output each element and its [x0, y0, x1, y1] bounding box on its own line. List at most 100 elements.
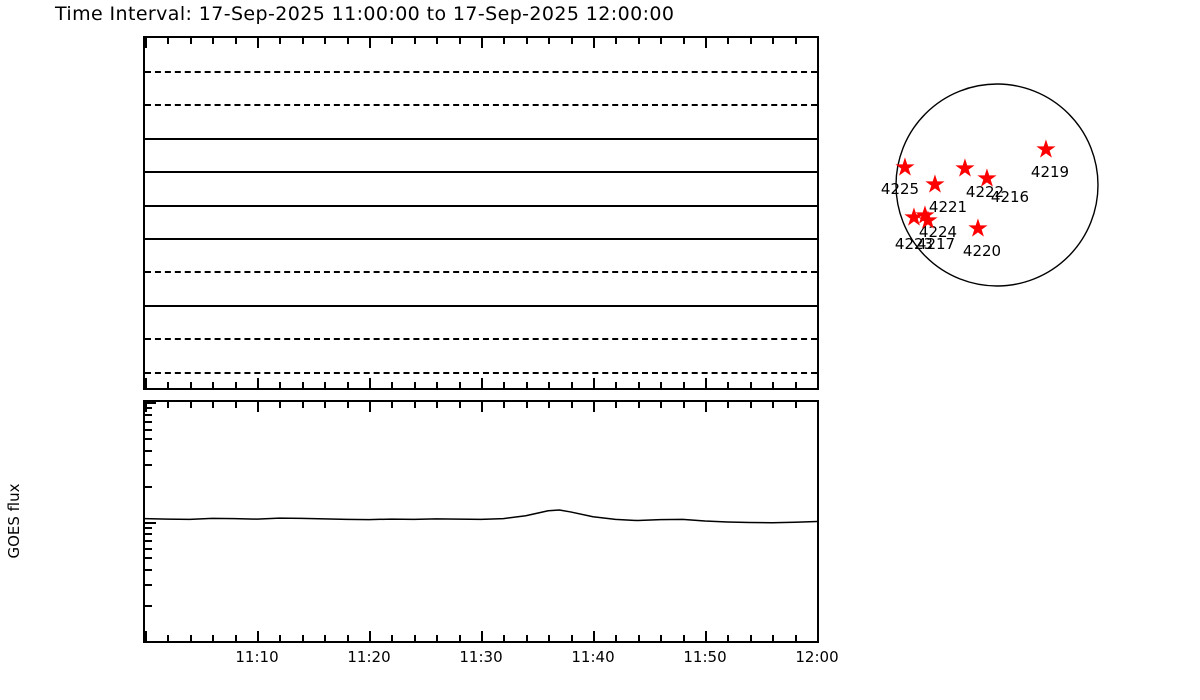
x-tick-bottom — [525, 382, 528, 388]
x-tick-bottom — [167, 382, 170, 388]
x-tick-bottom — [279, 635, 282, 641]
active-region-label-4222: 4222 — [965, 183, 1005, 201]
filter-line-al_med — [145, 137, 817, 140]
x-tick-bottom — [637, 382, 640, 388]
x-tick-bottom — [682, 382, 685, 388]
y-tick — [145, 526, 152, 529]
x-tick-bottom — [615, 635, 618, 641]
active-region-star-4225: ★ — [893, 152, 917, 182]
x-tick-bottom — [391, 382, 394, 388]
y-tick — [145, 583, 152, 586]
x-tick-bottom — [145, 378, 147, 388]
x-tick-bottom — [548, 635, 551, 641]
x-tick-bottom — [189, 635, 192, 641]
x-tick-bottom — [145, 631, 147, 641]
x-tick-top — [212, 402, 215, 408]
y-tick — [145, 407, 152, 410]
flux-x-label-1200: 12:00 — [795, 648, 839, 666]
y-tick — [145, 548, 152, 550]
y-tick — [145, 428, 152, 431]
flux-x-label-1120: 11:20 — [347, 648, 391, 666]
x-tick-top — [727, 38, 730, 44]
x-tick-top — [727, 402, 730, 408]
x-tick-bottom — [548, 382, 551, 388]
x-tick-top — [257, 402, 259, 412]
flux-x-label-1110: 11:10 — [235, 648, 279, 666]
filter-line-ti_poly — [145, 271, 817, 274]
y-tick — [145, 413, 152, 416]
x-tick-top — [705, 38, 707, 48]
active-region-star-4224: ★ — [902, 202, 926, 232]
x-tick-bottom — [727, 382, 730, 388]
x-tick-bottom — [301, 635, 304, 641]
x-tick-bottom — [189, 382, 192, 388]
x-tick-top — [705, 402, 707, 412]
flux-x-label-1150: 11:50 — [683, 648, 727, 666]
x-tick-top — [548, 38, 551, 44]
x-tick-bottom — [660, 382, 663, 388]
active-region-label-4221: 4221 — [928, 198, 968, 216]
active-region-label-4220: 4220 — [962, 242, 1002, 260]
y-tick — [145, 485, 152, 488]
x-tick-top — [279, 402, 282, 408]
x-tick-top — [346, 38, 349, 44]
x-tick-top — [481, 38, 483, 48]
solar-disk-panel: ★ 4225 ★ 4221 ★ 4222 ★ 4216 ★ 4219 ★ 4224 ★ 4223 ★ 4217… — [860, 60, 1140, 320]
x-tick-bottom — [458, 635, 461, 641]
y-tick — [145, 521, 156, 524]
x-tick-top — [794, 402, 797, 408]
x-tick-top — [458, 38, 461, 44]
filter-line-be_thin — [145, 204, 817, 207]
x-tick-top — [212, 38, 215, 44]
y-tick — [145, 437, 152, 440]
active-region-star-4222: ★ — [953, 153, 977, 183]
x-tick-top — [391, 402, 394, 408]
x-tick-bottom — [817, 378, 819, 388]
x-tick-top — [369, 38, 371, 48]
x-tick-top — [436, 402, 439, 408]
x-tick-top — [145, 402, 147, 412]
x-tick-top — [660, 402, 663, 408]
x-tick-bottom — [637, 635, 640, 641]
x-tick-top — [301, 38, 304, 44]
active-region-label-4223: 4223 — [894, 235, 934, 253]
x-tick-top — [817, 402, 819, 412]
x-tick-bottom — [369, 631, 371, 641]
x-tick-top — [189, 402, 192, 408]
x-tick-bottom — [727, 635, 730, 641]
x-tick-bottom — [570, 635, 573, 641]
x-tick-top — [749, 402, 752, 408]
x-tick-top — [637, 402, 640, 408]
y-tick — [145, 464, 152, 467]
x-tick-bottom — [615, 382, 618, 388]
x-tick-top — [503, 402, 506, 408]
x-tick-bottom — [570, 382, 573, 388]
x-tick-bottom — [772, 382, 775, 388]
x-tick-bottom — [369, 378, 371, 388]
filter-line-be_med — [145, 171, 817, 174]
x-tick-top — [167, 38, 170, 44]
x-tick-top — [257, 38, 259, 48]
solar-disk-circle — [895, 83, 1099, 287]
x-tick-bottom — [257, 378, 259, 388]
x-tick-bottom — [458, 382, 461, 388]
filter-line-al_thick — [145, 104, 817, 107]
x-tick-bottom — [301, 382, 304, 388]
x-tick-top — [458, 402, 461, 408]
y-tick — [145, 605, 152, 608]
x-tick-bottom — [257, 631, 259, 641]
x-tick-top — [817, 38, 819, 48]
active-region-label-4217: 4217 — [916, 235, 956, 253]
x-tick-bottom — [817, 631, 819, 641]
x-tick-top — [772, 38, 775, 44]
x-tick-bottom — [705, 631, 707, 641]
x-tick-top — [772, 402, 775, 408]
x-tick-bottom — [705, 378, 707, 388]
x-tick-top — [369, 402, 371, 412]
x-tick-top — [615, 38, 618, 44]
x-tick-top — [279, 38, 282, 44]
x-tick-top — [234, 38, 237, 44]
y-tick — [145, 557, 152, 560]
active-region-label-4216: 4216 — [990, 188, 1030, 206]
x-tick-bottom — [391, 635, 394, 641]
